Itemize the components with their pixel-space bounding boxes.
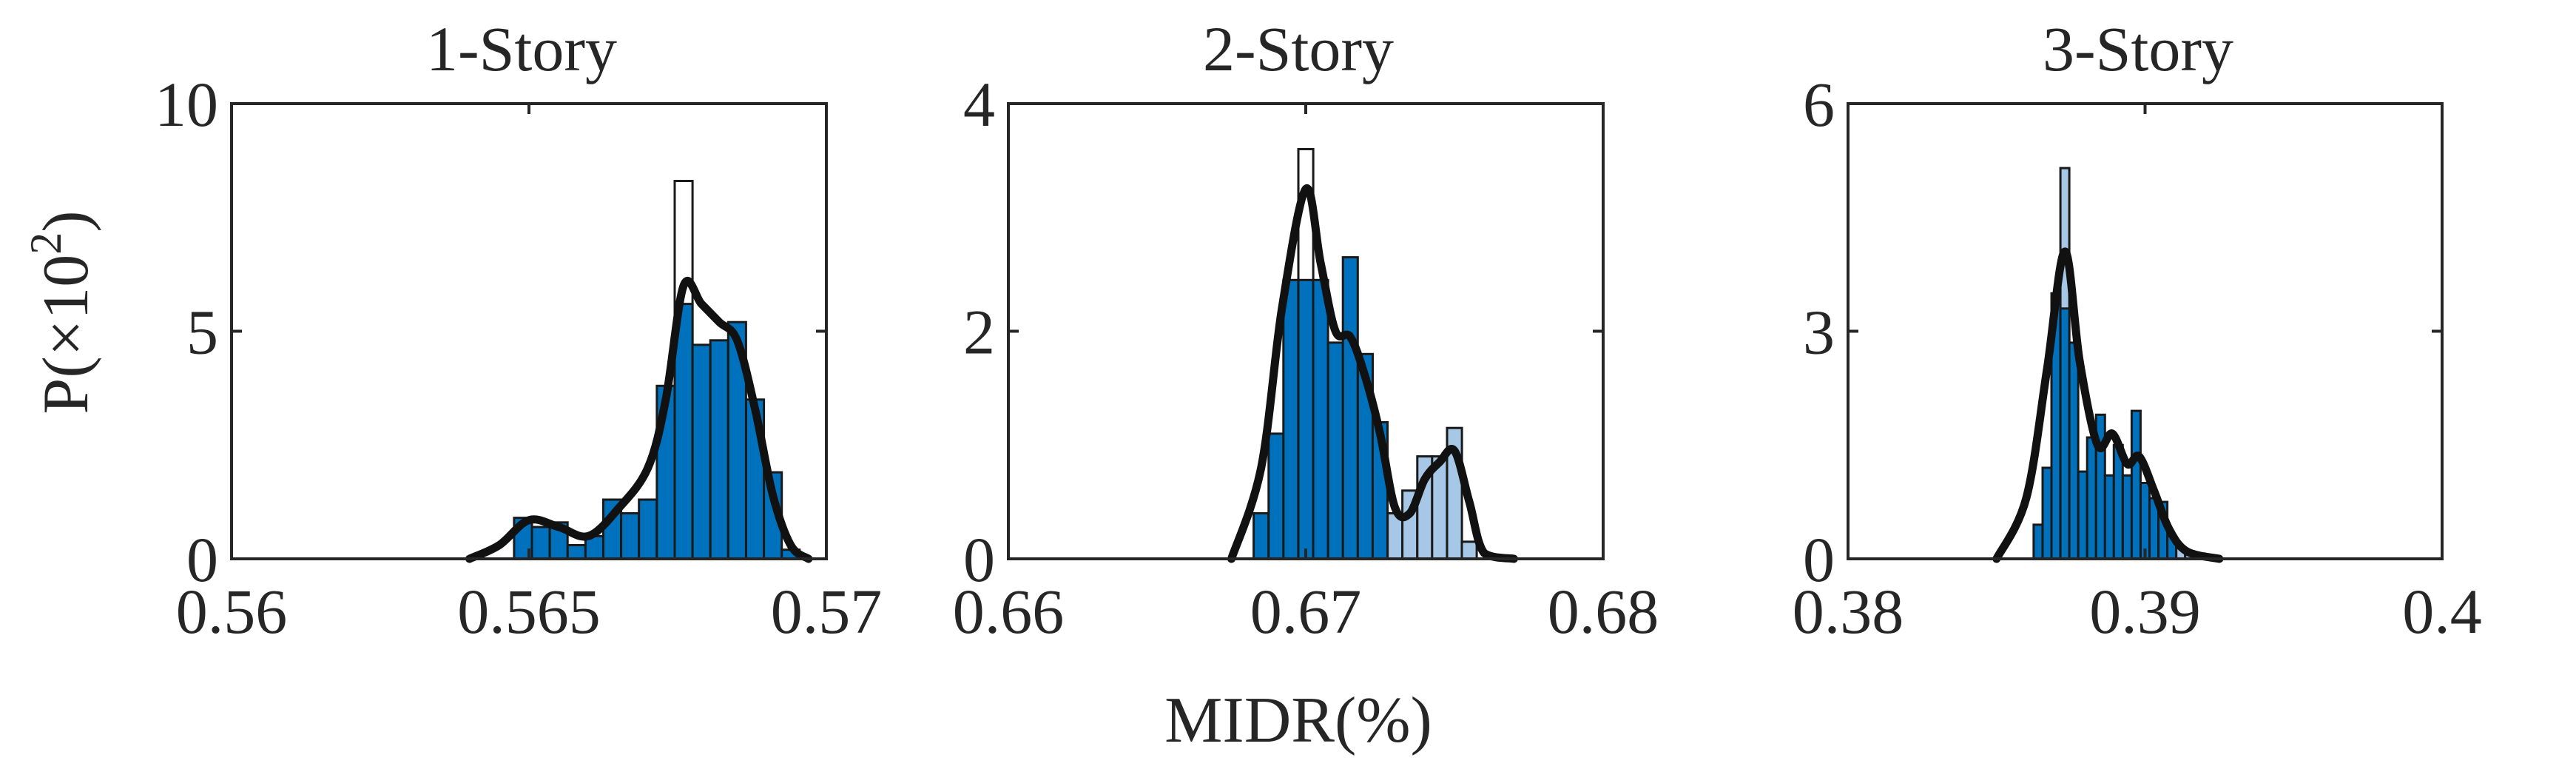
x-tick-label: 0.38 (1793, 576, 1904, 647)
histogram-bar (2068, 341, 2080, 560)
density-curve (1227, 184, 1518, 563)
x-tick-label: 0.66 (953, 576, 1065, 647)
histogram-bar (709, 339, 729, 560)
x-tick-label: 0.68 (1548, 576, 1659, 647)
y-tick-label: 0 (963, 524, 995, 595)
y-tick-label: 0 (1803, 524, 1835, 595)
histogram-bar (1282, 278, 1300, 560)
y-tick-label: 4 (963, 69, 995, 140)
histogram-bar (638, 498, 658, 560)
y-tick-label: 0 (186, 524, 218, 595)
histogram-bar (2077, 470, 2088, 560)
histogram-bar (2041, 466, 2053, 560)
panel-title: 2-Story (1203, 13, 1394, 84)
y-tick-label: 6 (1803, 69, 1835, 140)
histogram-bar (1326, 341, 1344, 560)
histogram-bar (530, 526, 551, 560)
histogram-bar (2103, 474, 2115, 560)
histogram-bar (1297, 278, 1315, 560)
density-curve (1992, 247, 2224, 563)
histogram-bar (2140, 482, 2151, 560)
histogram-bar (1312, 278, 1329, 560)
histogram-bar (2121, 474, 2133, 560)
y-tick-label: 5 (186, 297, 218, 368)
panel-3-story: 3-Story 0.38 0.39 0.4 0 3 6 (1793, 13, 2482, 647)
y-axis-label: P(×102) (21, 210, 102, 414)
panel-1-story: 1-Story P(×102) 0.56 0.565 0.57 0 5 10 (21, 13, 882, 647)
x-tick-label: 0.57 (771, 576, 883, 647)
histogram-bar (691, 343, 712, 560)
histogram-bar (2032, 523, 2044, 560)
y-tick-label: 10 (155, 69, 218, 140)
histogram-bar (1252, 512, 1270, 560)
histogram-bar (2130, 409, 2142, 560)
histogram-bar (566, 544, 587, 560)
x-tick-label: 0.39 (2089, 576, 2201, 647)
histogram-bar (2086, 436, 2097, 560)
histogram-bar (2059, 307, 2071, 560)
x-tick-label: 0.565 (457, 576, 601, 647)
x-tick-label: 0.56 (176, 576, 288, 647)
x-axis-label: MIDR(%) (1164, 685, 1432, 756)
density-curve (465, 276, 813, 563)
y-tick-label: 3 (1803, 297, 1835, 368)
histogram-bar (620, 512, 641, 560)
histogram-bar (1460, 540, 1478, 560)
panel-title: 3-Story (2043, 13, 2233, 84)
x-tick-label: 0.4 (2402, 576, 2482, 647)
histogram-bar (1341, 256, 1359, 560)
y-tick-label: 2 (963, 297, 995, 368)
panel-2-story: 2-Story MIDR(%) 0.66 0.67 0.68 0 2 4 (953, 13, 1659, 756)
histogram-bar (1267, 432, 1285, 560)
x-tick-label: 0.67 (1250, 576, 1362, 647)
panel-title: 1-Story (426, 13, 617, 84)
